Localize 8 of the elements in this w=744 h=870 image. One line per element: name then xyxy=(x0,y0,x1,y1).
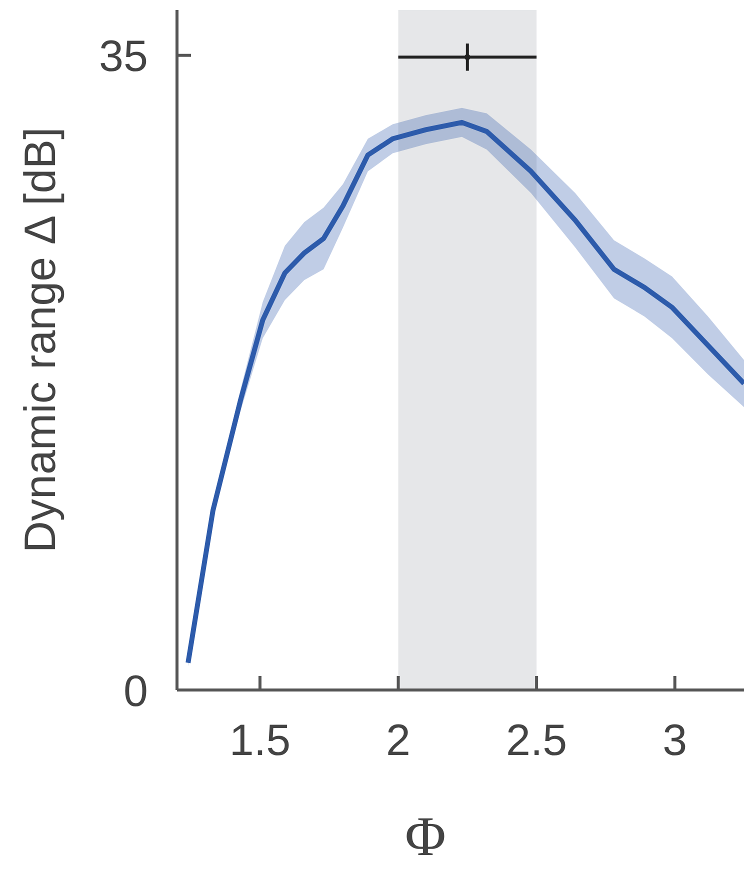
x-tick-label: 2.5 xyxy=(506,716,568,765)
x-tick-label: 3 xyxy=(662,716,688,765)
x-axis-title: Φ xyxy=(405,806,446,868)
x-tick-label: 2 xyxy=(386,716,411,765)
x-tick-label: 1.5 xyxy=(229,716,291,765)
y-tick-label: 35 xyxy=(99,32,148,82)
y-tick-label: 0 xyxy=(124,666,148,716)
y-axis-title: Dynamic range Δ [dB] xyxy=(16,127,65,553)
